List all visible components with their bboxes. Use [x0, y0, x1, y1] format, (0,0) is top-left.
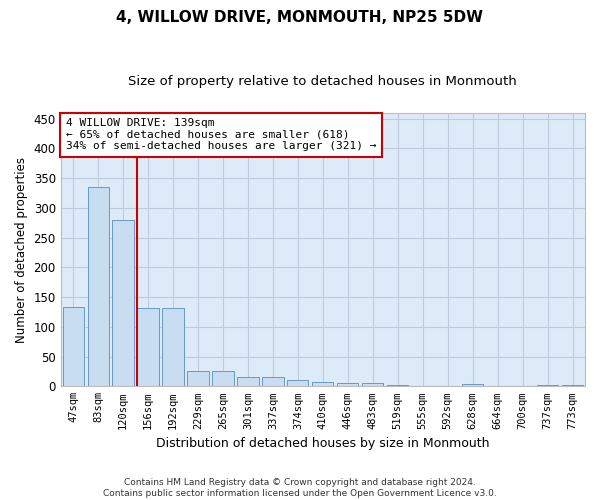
X-axis label: Distribution of detached houses by size in Monmouth: Distribution of detached houses by size … — [156, 437, 490, 450]
Bar — [163, 308, 184, 386]
Bar — [337, 382, 358, 386]
Bar — [562, 384, 583, 386]
Bar — [462, 384, 483, 386]
Text: 4 WILLOW DRIVE: 139sqm
← 65% of detached houses are smaller (618)
34% of semi-de: 4 WILLOW DRIVE: 139sqm ← 65% of detached… — [66, 118, 376, 152]
Bar — [238, 378, 259, 386]
Bar — [212, 372, 233, 386]
Bar — [312, 382, 334, 386]
Bar — [387, 385, 409, 386]
Bar — [187, 372, 209, 386]
Bar — [112, 220, 134, 386]
Text: Contains HM Land Registry data © Crown copyright and database right 2024.
Contai: Contains HM Land Registry data © Crown c… — [103, 478, 497, 498]
Y-axis label: Number of detached properties: Number of detached properties — [15, 156, 28, 342]
Bar — [287, 380, 308, 386]
Bar — [88, 187, 109, 386]
Bar — [362, 384, 383, 386]
Bar — [62, 307, 84, 386]
Bar — [262, 378, 284, 386]
Bar — [137, 308, 158, 386]
Text: 4, WILLOW DRIVE, MONMOUTH, NP25 5DW: 4, WILLOW DRIVE, MONMOUTH, NP25 5DW — [116, 10, 484, 25]
Title: Size of property relative to detached houses in Monmouth: Size of property relative to detached ho… — [128, 75, 517, 88]
Bar — [537, 385, 558, 386]
